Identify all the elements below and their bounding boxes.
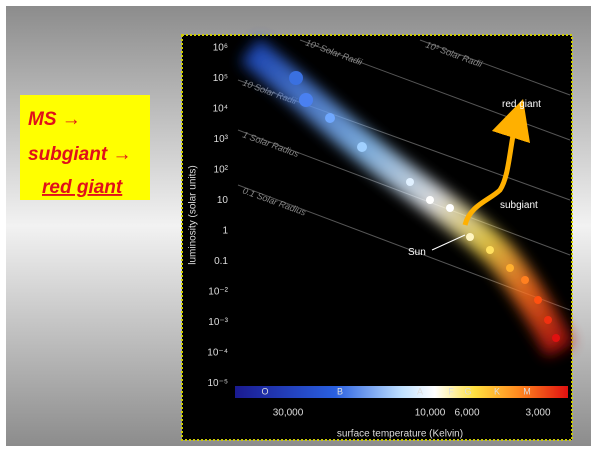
callout-line: MS → bbox=[28, 109, 81, 130]
y-axis-label: luminosity (solar units) bbox=[188, 165, 199, 264]
spectral-class: O bbox=[261, 386, 268, 396]
spectral-class: G bbox=[464, 386, 471, 396]
annotation: red giant bbox=[502, 99, 541, 110]
y-tick-label: 10² bbox=[214, 165, 229, 176]
x-tick-label: 30,000 bbox=[273, 408, 304, 419]
y-tick-label: 0.1 bbox=[214, 256, 228, 267]
y-tick-label: 1 bbox=[222, 226, 228, 237]
spectral-class: F bbox=[448, 386, 454, 396]
annotation: Sun bbox=[408, 247, 426, 258]
spectral-class: B bbox=[337, 386, 343, 396]
spectral-bar bbox=[235, 386, 568, 398]
callout-line: subgiant → bbox=[28, 144, 131, 165]
y-tick-label: 10⁶ bbox=[213, 43, 228, 54]
y-tick-label: 10⁻⁴ bbox=[207, 348, 228, 359]
annotation: subgiant bbox=[500, 200, 538, 211]
x-tick-label: 10,000 bbox=[415, 408, 446, 419]
x-tick-label: 6,000 bbox=[454, 408, 479, 419]
x-tick-label: 3,000 bbox=[525, 408, 550, 419]
callout-line: red giant bbox=[42, 177, 123, 198]
y-tick-label: 10 bbox=[217, 195, 229, 206]
x-axis-label: surface temperature (Kelvin) bbox=[337, 429, 463, 440]
y-tick-label: 10⁻⁵ bbox=[207, 378, 228, 389]
y-tick-label: 10³ bbox=[214, 134, 229, 145]
y-tick-label: 10⁻² bbox=[208, 287, 228, 298]
spectral-class: M bbox=[523, 386, 531, 396]
y-tick-label: 10⁵ bbox=[213, 73, 228, 84]
y-tick-label: 10⁻³ bbox=[208, 317, 228, 328]
y-tick-label: 10⁴ bbox=[213, 104, 228, 115]
slide: MS → subgiant → red giant 10³ Solar Radi… bbox=[0, 0, 597, 452]
spectral-class: A bbox=[417, 386, 423, 396]
spectral-class: K bbox=[494, 386, 500, 396]
